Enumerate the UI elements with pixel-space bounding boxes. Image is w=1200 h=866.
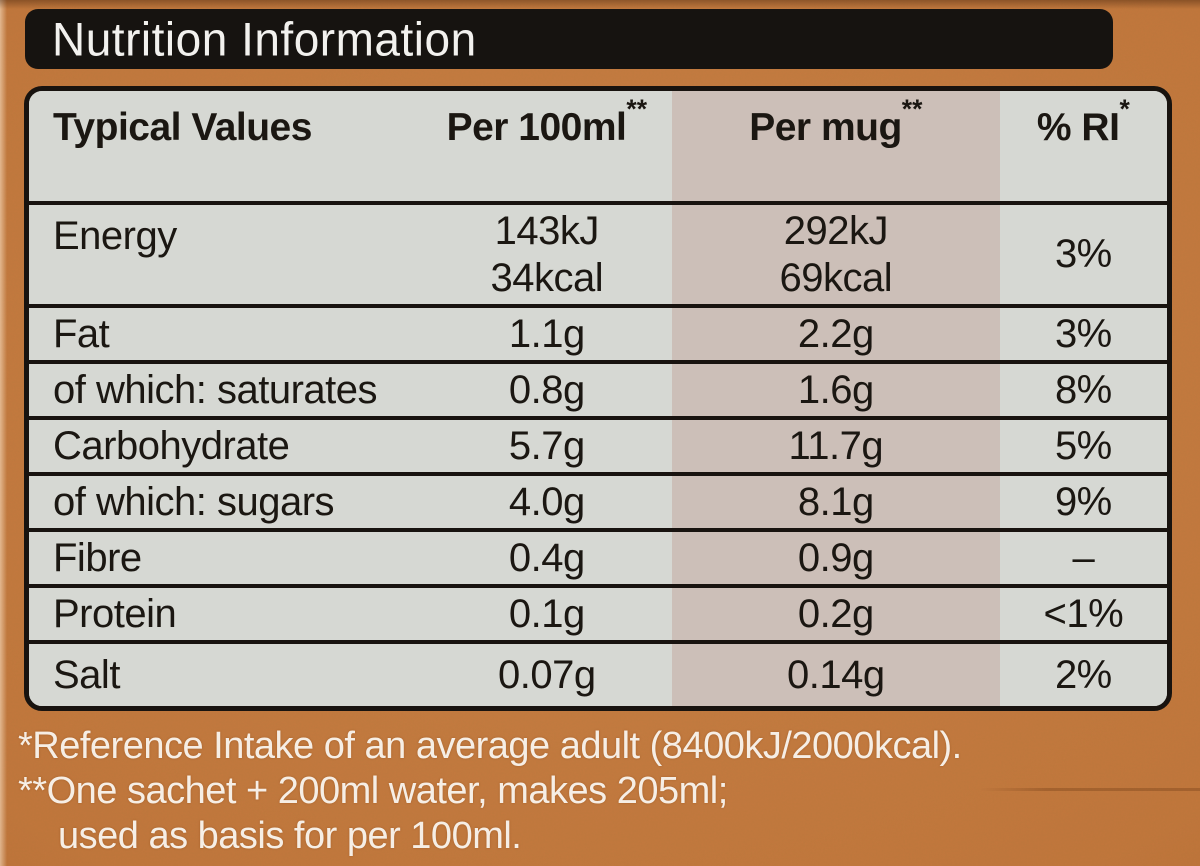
nutrition-table: Typical Values Per 100ml ** Per mug ** % R… bbox=[24, 86, 1172, 711]
table-row: of which: saturates 0.8g 1.6g 8% bbox=[29, 360, 1167, 416]
row-per-mug: 2.2g bbox=[671, 308, 1000, 360]
row-label: of which: saturates bbox=[29, 364, 422, 416]
footnotes: *Reference Intake of an average adult (8… bbox=[18, 724, 1118, 859]
row-per-100ml: 0.07g bbox=[421, 644, 672, 706]
table-row: of which: sugars 4.0g 8.1g 9% bbox=[29, 472, 1167, 528]
row-percent-ri: 5% bbox=[999, 420, 1167, 472]
footnote-sachet-water: **One sachet + 200ml water, makes 205ml; bbox=[18, 770, 728, 812]
nutrition-title: Nutrition Information bbox=[52, 12, 477, 66]
row-label: Energy bbox=[29, 205, 422, 304]
row-per-mug: 11.7g bbox=[671, 420, 1000, 472]
table-row: Carbohydrate 5.7g 11.7g 5% bbox=[29, 416, 1167, 472]
row-per-100ml: 1.1g bbox=[421, 308, 672, 360]
column-header-per-100ml: Per 100ml ** bbox=[421, 91, 672, 201]
column-header-typical-values: Typical Values bbox=[29, 91, 422, 201]
row-label: Fibre bbox=[29, 532, 422, 584]
table-row: Fibre 0.4g 0.9g – bbox=[29, 528, 1167, 584]
nutrition-title-bar: Nutrition Information bbox=[25, 9, 1113, 69]
row-per-100ml: 4.0g bbox=[421, 476, 672, 528]
row-label: Fat bbox=[29, 308, 422, 360]
row-label: Salt bbox=[29, 644, 422, 706]
table-row: Protein 0.1g 0.2g <1% bbox=[29, 584, 1167, 640]
row-per-mug: 292kJ 69kcal bbox=[671, 205, 1000, 304]
row-percent-ri: 3% bbox=[999, 205, 1167, 304]
sachet-crease bbox=[980, 788, 1200, 791]
row-percent-ri: 8% bbox=[999, 364, 1167, 416]
row-per-mug: 0.2g bbox=[671, 588, 1000, 640]
column-header-per-mug: Per mug ** bbox=[671, 91, 1000, 201]
row-per-100ml: 143kJ 34kcal bbox=[421, 205, 672, 304]
row-per-100ml: 0.8g bbox=[421, 364, 672, 416]
row-label: Carbohydrate bbox=[29, 420, 422, 472]
footnote-reference-intake: *Reference Intake of an average adult (8… bbox=[18, 725, 962, 767]
row-percent-ri: 9% bbox=[999, 476, 1167, 528]
row-percent-ri: 2% bbox=[999, 644, 1167, 706]
row-per-100ml: 0.1g bbox=[421, 588, 672, 640]
nutrition-table-header-row: Typical Values Per 100ml ** Per mug ** % R… bbox=[29, 91, 1167, 201]
row-per-mug: 0.14g bbox=[671, 644, 1000, 706]
row-percent-ri: – bbox=[999, 532, 1167, 584]
footnote-basis: used as basis for per 100ml. bbox=[58, 815, 522, 857]
row-per-100ml: 0.4g bbox=[421, 532, 672, 584]
row-per-100ml: 5.7g bbox=[421, 420, 672, 472]
row-per-mug: 8.1g bbox=[671, 476, 1000, 528]
row-percent-ri: <1% bbox=[999, 588, 1167, 640]
row-percent-ri: 3% bbox=[999, 308, 1167, 360]
row-label: Protein bbox=[29, 588, 422, 640]
row-per-mug: 0.9g bbox=[671, 532, 1000, 584]
row-label: of which: sugars bbox=[29, 476, 422, 528]
table-row: Energy 143kJ 34kcal 292kJ 69kcal 3% bbox=[29, 201, 1167, 304]
column-header-percent-ri: % RI * bbox=[999, 91, 1167, 201]
table-row: Salt 0.07g 0.14g 2% bbox=[29, 640, 1167, 706]
row-per-mug: 1.6g bbox=[671, 364, 1000, 416]
table-row: Fat 1.1g 2.2g 3% bbox=[29, 304, 1167, 360]
